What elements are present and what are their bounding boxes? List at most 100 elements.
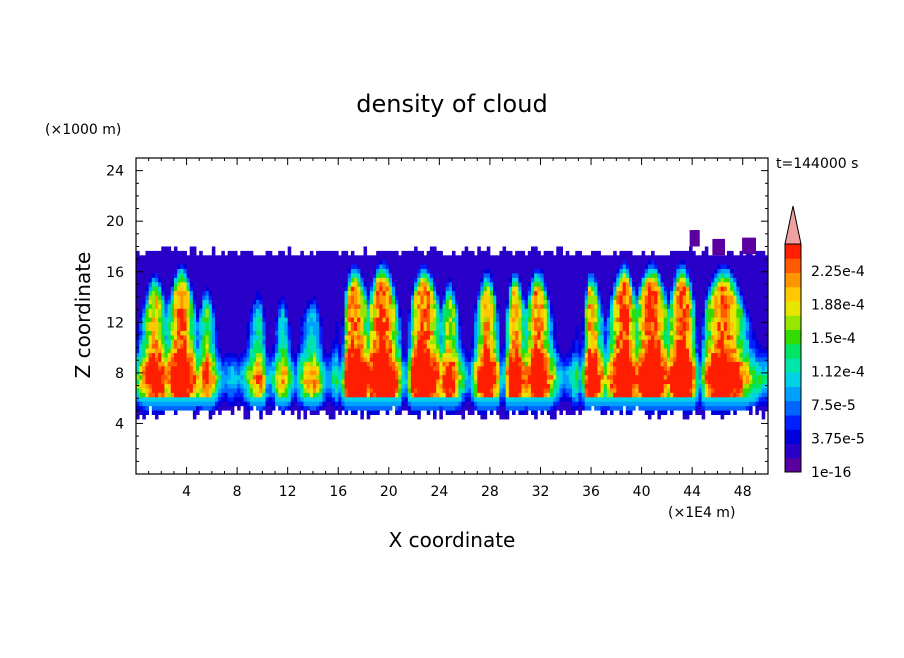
heatmap-cell — [493, 295, 497, 300]
heatmap-cell — [480, 281, 484, 287]
heatmap-cell — [287, 286, 292, 292]
heatmap-cell — [177, 330, 181, 336]
heatmap-cell — [309, 330, 314, 336]
heatmap-cell — [303, 295, 308, 300]
heatmap-cell — [439, 299, 443, 305]
heatmap-cell — [205, 401, 210, 407]
heatmap-cell — [256, 361, 260, 367]
plot-area — [136, 230, 768, 420]
heatmap-cell — [148, 268, 153, 274]
heatmap-cell — [360, 326, 364, 331]
heatmap-cell — [309, 401, 314, 407]
heatmap-cell — [442, 365, 447, 371]
heatmap-cell — [521, 352, 526, 358]
heatmap-cell — [173, 348, 178, 354]
heatmap-cell — [139, 392, 143, 398]
heatmap-cell — [436, 343, 440, 349]
heatmap-cell — [515, 321, 519, 327]
heatmap-cell — [531, 357, 535, 362]
heatmap-cell — [388, 286, 393, 292]
heatmap-cell — [262, 392, 266, 398]
heatmap-cell — [338, 303, 342, 309]
heatmap-cell — [474, 312, 478, 318]
heatmap-cell — [433, 290, 437, 296]
heatmap-cell — [265, 273, 270, 278]
heatmap-cell — [246, 339, 251, 345]
heatmap-cell — [192, 348, 197, 354]
heatmap-cell — [158, 405, 162, 411]
heatmap-cell — [161, 250, 165, 256]
heatmap-cell — [183, 365, 187, 371]
heatmap-cell — [477, 330, 481, 336]
heatmap-cell — [347, 352, 352, 358]
heatmap-cell — [341, 401, 345, 407]
heatmap-cell — [259, 396, 263, 402]
heatmap-cell — [246, 255, 251, 261]
heatmap-cell — [445, 365, 450, 371]
heatmap-cell — [474, 334, 478, 340]
heatmap-cell — [325, 352, 330, 358]
heatmap-cell — [549, 388, 554, 393]
heatmap-cell — [483, 410, 488, 415]
heatmap-cell — [211, 370, 216, 376]
heatmap-cell — [480, 303, 484, 309]
heatmap-cell — [259, 365, 263, 371]
heatmap-cell — [549, 396, 554, 402]
heatmap-cell — [227, 383, 232, 389]
heatmap-cell — [294, 281, 298, 287]
heatmap-cell — [196, 401, 200, 407]
heatmap-cell — [316, 277, 320, 283]
heatmap-cell — [233, 303, 238, 309]
heatmap-cell — [549, 414, 554, 420]
heatmap-cell — [297, 401, 301, 407]
heatmap-cell — [562, 374, 567, 380]
heatmap-cell — [521, 357, 526, 362]
heatmap-cell — [335, 357, 339, 362]
heatmap-cell — [534, 326, 538, 331]
heatmap-cell — [148, 250, 153, 256]
heatmap-cell — [161, 343, 165, 349]
heatmap-cell — [335, 255, 339, 261]
heatmap-cell — [309, 334, 314, 340]
heatmap-cell — [410, 392, 415, 398]
heatmap-cell — [300, 365, 304, 371]
heatmap-cell — [414, 268, 418, 274]
heatmap-cell — [170, 379, 175, 385]
heatmap-cell — [543, 290, 548, 296]
heatmap-cell — [186, 330, 191, 336]
heatmap-cell — [543, 352, 548, 358]
heatmap-cell — [192, 246, 197, 252]
heatmap-cell — [512, 281, 516, 287]
heatmap-cell — [331, 379, 336, 385]
heatmap-cell — [237, 268, 241, 274]
heatmap-cell — [537, 299, 541, 305]
heatmap-cell — [227, 401, 232, 407]
heatmap-cell — [489, 299, 494, 305]
heatmap-cell — [208, 388, 213, 393]
heatmap-cell — [480, 396, 484, 402]
heatmap-cell — [442, 370, 447, 376]
time-label: t=144000 s — [776, 156, 858, 172]
heatmap-cell — [344, 286, 349, 292]
heatmap-cell — [148, 290, 153, 296]
heatmap-cell — [344, 273, 349, 278]
heatmap-cell — [252, 281, 257, 287]
heatmap-cell — [227, 396, 232, 402]
heatmap-cell — [338, 365, 342, 371]
heatmap-cell — [347, 264, 352, 269]
heatmap-cell — [369, 295, 374, 300]
heatmap-cell — [259, 268, 263, 274]
heatmap-cell — [455, 361, 459, 367]
heatmap-cell — [499, 281, 503, 287]
heatmap-cell — [537, 348, 541, 354]
heatmap-cell — [158, 383, 162, 389]
heatmap-cell — [211, 321, 216, 327]
heatmap-cell — [521, 273, 526, 278]
heatmap-cell — [350, 343, 355, 349]
heatmap-cell — [148, 348, 153, 354]
heatmap-cell — [139, 352, 143, 358]
heatmap-cell — [505, 348, 510, 354]
heatmap-cell — [553, 348, 557, 354]
heatmap-cell — [259, 281, 263, 287]
heatmap-cell — [404, 343, 409, 349]
